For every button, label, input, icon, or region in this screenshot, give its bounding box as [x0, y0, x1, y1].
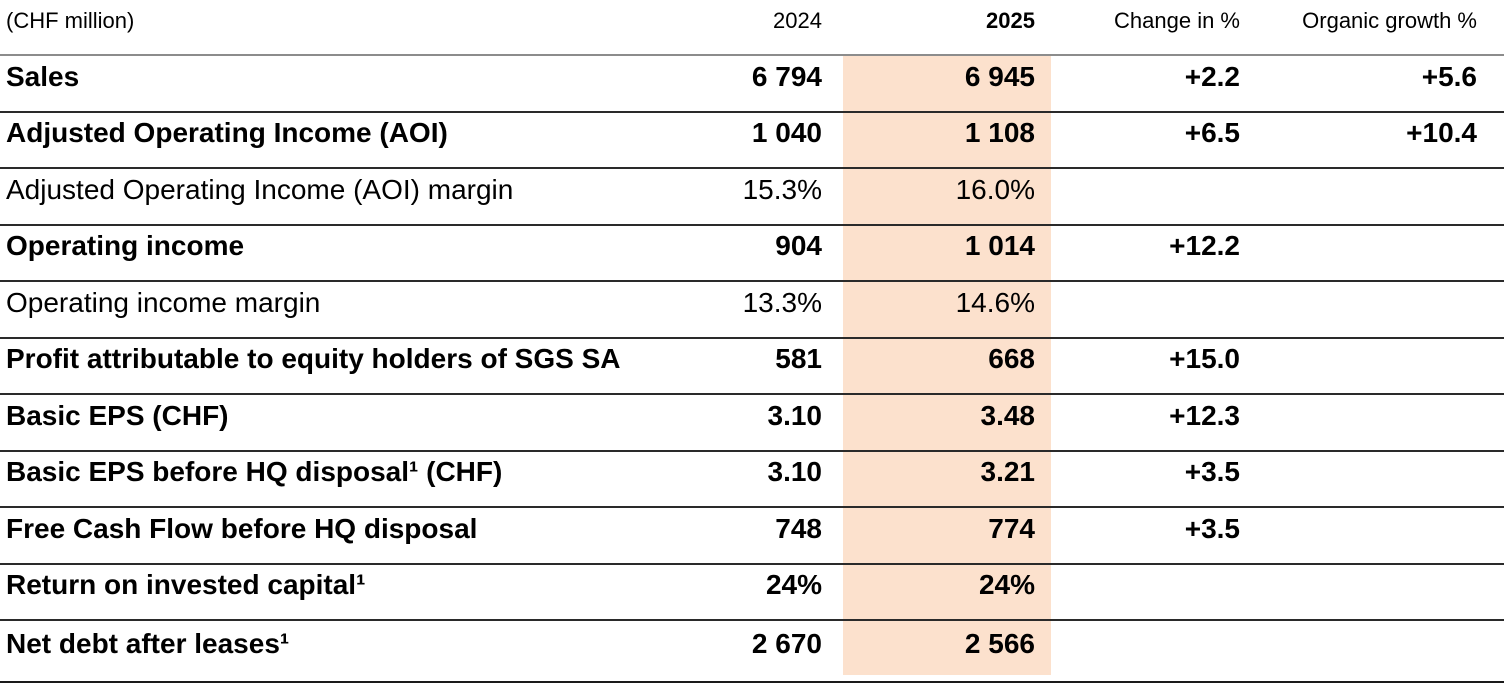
value-2025: 1 108 — [964, 117, 1035, 149]
row-label: Adjusted Operating Income (AOI) margin — [6, 173, 514, 205]
value-organic-growth — [1252, 281, 1504, 338]
row-label: Adjusted Operating Income (AOI) — [6, 117, 448, 149]
value-2024: 24% — [765, 569, 822, 601]
value-change-percent: +12.2 — [1169, 230, 1240, 262]
value-2024: 13.3% — [742, 286, 822, 318]
value-2025: 774 — [988, 512, 1035, 544]
value-2025: 1 014 — [964, 230, 1035, 262]
row-label: Return on invested capital¹ — [6, 569, 366, 601]
column-header-organic-growth: Organic growth % — [1302, 7, 1477, 33]
table-row: Basic EPS before HQ disposal¹ (CHF) 3.10… — [0, 450, 1504, 508]
value-change-percent — [1051, 168, 1252, 225]
value-2024: 6 794 — [751, 60, 822, 92]
value-change-percent: +12.3 — [1169, 399, 1240, 431]
unit-label: (CHF million) — [6, 7, 135, 33]
row-label: Basic EPS (CHF) — [6, 399, 229, 431]
value-organic-growth — [1252, 451, 1504, 508]
value-2025: 24% — [978, 569, 1035, 601]
row-label: Profit attributable to equity holders of… — [6, 343, 621, 375]
table-row: Operating income 904 1 014 +12.2 — [0, 224, 1504, 282]
value-change-percent: +2.2 — [1184, 60, 1240, 92]
value-change-percent: +15.0 — [1169, 343, 1240, 375]
table-row: Return on invested capital¹ 24% 24% — [0, 563, 1504, 621]
value-organic-growth — [1252, 394, 1504, 451]
table-row: Operating income margin 13.3% 14.6% — [0, 281, 1504, 338]
value-organic-growth — [1252, 620, 1504, 682]
value-organic-growth — [1252, 225, 1504, 282]
table-header: (CHF million) 2024 2025 Change in % Orga… — [0, 0, 1504, 55]
value-2024: 1 040 — [751, 117, 822, 149]
value-organic-growth — [1252, 168, 1504, 225]
value-change-percent: +6.5 — [1184, 117, 1240, 149]
row-label: Free Cash Flow before HQ disposal — [6, 512, 478, 544]
table-row: Basic EPS (CHF) 3.10 3.48 +12.3 — [0, 394, 1504, 451]
value-2025: 6 945 — [964, 60, 1035, 92]
value-change-percent — [1051, 281, 1252, 338]
row-label: Operating income — [6, 230, 245, 262]
row-label: Basic EPS before HQ disposal¹ (CHF) — [6, 456, 503, 488]
highlight-2025-column — [843, 55, 1051, 675]
value-2025: 3.48 — [980, 399, 1036, 431]
column-header-change-percent: Change in % — [1114, 7, 1240, 33]
value-2024: 748 — [775, 512, 822, 544]
table-row: Profit attributable to equity holders of… — [0, 337, 1504, 395]
value-2025: 16.0% — [955, 173, 1035, 205]
table-body: Sales 6 794 6 945 +2.2 +5.6 Adjusted Ope… — [0, 55, 1504, 682]
value-organic-growth — [1252, 564, 1504, 621]
column-header-2025: 2025 — [986, 7, 1035, 33]
value-change-percent — [1051, 564, 1252, 621]
table-row: Adjusted Operating Income (AOI) margin 1… — [0, 168, 1504, 225]
value-2024: 3.10 — [767, 456, 823, 488]
table-row: Free Cash Flow before HQ disposal 748 77… — [0, 507, 1504, 564]
value-organic-growth — [1252, 507, 1504, 564]
row-label: Net debt after leases¹ — [6, 628, 290, 660]
value-2025: 3.21 — [980, 456, 1036, 488]
value-2025: 2 566 — [964, 628, 1035, 660]
table-row: Net debt after leases¹ 2 670 2 566 — [0, 620, 1504, 682]
row-label: Operating income margin — [6, 286, 321, 318]
value-2024: 3.10 — [767, 399, 823, 431]
row-label: Sales — [6, 60, 80, 92]
value-2025: 14.6% — [955, 286, 1035, 318]
value-2024: 581 — [775, 343, 822, 375]
value-organic-growth: +5.6 — [1421, 60, 1477, 92]
table-row: Adjusted Operating Income (AOI) 1 040 1 … — [0, 111, 1504, 169]
value-2024: 2 670 — [751, 628, 822, 660]
value-2024: 15.3% — [742, 173, 822, 205]
value-change-percent: +3.5 — [1184, 512, 1240, 544]
column-header-2024: 2024 — [773, 7, 822, 33]
value-change-percent — [1051, 620, 1252, 682]
value-2025: 668 — [988, 343, 1035, 375]
table-row: Sales 6 794 6 945 +2.2 +5.6 — [0, 55, 1504, 112]
value-change-percent: +3.5 — [1184, 456, 1240, 488]
value-organic-growth: +10.4 — [1406, 117, 1477, 149]
header-row: (CHF million) 2024 2025 Change in % Orga… — [0, 0, 1504, 55]
value-organic-growth — [1252, 338, 1504, 395]
value-2024: 904 — [775, 230, 822, 262]
